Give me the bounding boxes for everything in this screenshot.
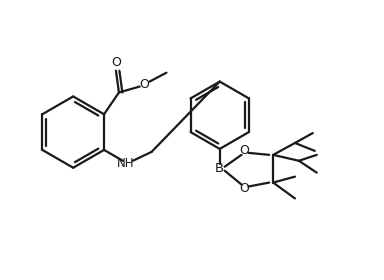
Text: O: O [111,56,121,69]
Text: O: O [240,182,250,195]
Text: O: O [140,78,150,91]
Text: NH: NH [117,157,134,170]
Text: B: B [215,162,224,175]
Text: O: O [240,144,250,157]
